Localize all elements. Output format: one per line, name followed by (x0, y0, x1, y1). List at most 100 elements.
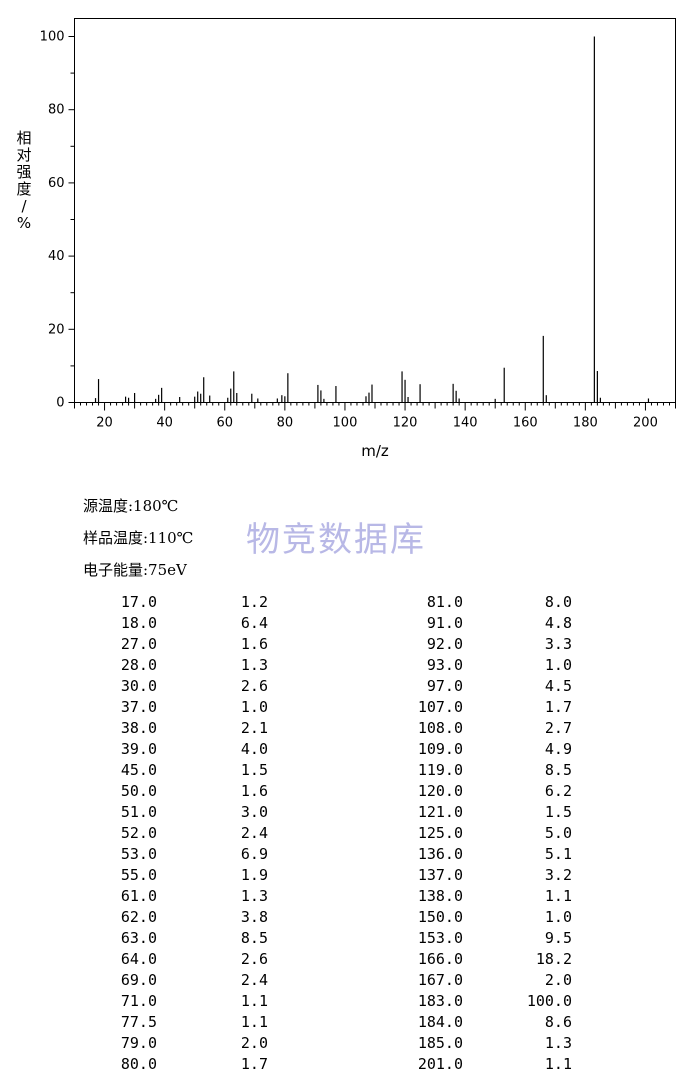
intensity-right-cell: 8.6 (544, 1013, 572, 1031)
y-tick-label: 0 (56, 396, 64, 411)
mz-left-cell: 39.0 (120, 740, 157, 758)
x-axis-title: m/z (361, 442, 389, 460)
mz-right-cell: 153.0 (417, 929, 463, 947)
y-axis-title-char: / (21, 197, 27, 215)
intensity-left-cell: 2.4 (240, 971, 268, 989)
y-axis-title-char: 强 (16, 163, 31, 181)
x-tick-label: 20 (96, 416, 113, 431)
intensity-right-cell: 5.0 (544, 824, 572, 842)
mz-left-cell: 37.0 (120, 698, 157, 716)
x-tick-label: 100 (333, 416, 358, 431)
y-tick-label: 20 (48, 322, 65, 337)
x-tick-label: 40 (156, 416, 173, 431)
y-axis: 0 20 40 60 80 100 (40, 30, 75, 411)
intensity-left-cell: 1.5 (240, 761, 268, 779)
intensity-right-cell: 1.1 (544, 887, 572, 905)
intensity-right-cell: 8.0 (544, 593, 572, 611)
y-tick-label: 80 (48, 103, 65, 118)
mz-right-cell: 183.0 (417, 992, 463, 1010)
intensity-right-cell: 4.9 (544, 740, 572, 758)
mz-left-cell: 71.0 (120, 992, 157, 1010)
mz-right-cell: 120.0 (417, 782, 463, 800)
intensity-right-cell: 2.0 (544, 971, 572, 989)
mz-right-cell: 81.0 (426, 593, 463, 611)
mz-left-cell: 69.0 (120, 971, 157, 989)
mz-left-cell: 79.0 (120, 1034, 157, 1052)
intensity-left-cell: 2.0 (240, 1034, 268, 1052)
intensity-right-cell: 18.2 (535, 950, 572, 968)
mz-right-cell: 184.0 (417, 1013, 463, 1031)
intensity-right-cell: 4.5 (544, 677, 572, 695)
mz-right-cell: 137.0 (417, 866, 463, 884)
intensity-left-cell: 6.4 (240, 614, 268, 632)
mz-right-cell: 185.0 (417, 1034, 463, 1052)
intensity-right-cell: 6.2 (544, 782, 572, 800)
intensity-right-cell: 9.5 (544, 929, 572, 947)
intensity-right-cell: 2.7 (544, 719, 572, 737)
mz-left-cell: 51.0 (120, 803, 157, 821)
mz-right-cell: 150.0 (417, 908, 463, 926)
x-tick-label: 140 (453, 416, 478, 431)
intensity-right-cell: 1.0 (544, 908, 572, 926)
watermark: 物竞数据库 (246, 520, 426, 560)
mz-right-cell: 92.0 (426, 635, 463, 653)
x-axis: 20 40 60 80 100 120 140 160 180 200 (74, 402, 676, 431)
intensity-right-cell: 3.3 (544, 635, 572, 653)
mz-left-cell: 62.0 (120, 908, 157, 926)
intensity-right-cell: 8.5 (544, 761, 572, 779)
mz-left-cell: 63.0 (120, 929, 157, 947)
mz-left-cell: 28.0 (120, 656, 157, 674)
x-tick-label: 200 (633, 416, 658, 431)
mz-right-cell: 136.0 (417, 845, 463, 863)
mz-left-cell: 61.0 (120, 887, 157, 905)
intensity-left-cell: 1.6 (240, 635, 268, 653)
mz-right-cell: 201.0 (417, 1055, 463, 1073)
y-tick-label: 60 (48, 176, 65, 191)
intensity-left-cell: 1.2 (240, 593, 268, 611)
sample-temperature: 样品温度:110℃ (83, 529, 194, 547)
mz-left-cell: 55.0 (120, 866, 157, 884)
mz-right-cell: 97.0 (426, 677, 463, 695)
intensity-left-cell: 6.9 (240, 845, 268, 863)
x-tick-label: 160 (513, 416, 538, 431)
y-tick-label: 100 (40, 30, 65, 45)
plot-frame (74, 18, 676, 403)
intensity-right-cell: 1.5 (544, 803, 572, 821)
intensity-left-cell: 3.8 (240, 908, 268, 926)
intensity-left-cell: 3.0 (240, 803, 268, 821)
mz-right-cell: 166.0 (417, 950, 463, 968)
mz-right-cell: 125.0 (417, 824, 463, 842)
intensity-left-cell: 1.0 (240, 698, 268, 716)
y-axis-title-char: 对 (16, 146, 31, 164)
intensity-left-cell: 1.3 (240, 656, 268, 674)
intensity-left-cell: 2.6 (240, 950, 268, 968)
mz-right-cell: 121.0 (417, 803, 463, 821)
mz-left-cell: 53.0 (120, 845, 157, 863)
intensity-left-cell: 1.1 (240, 992, 268, 1010)
intensity-left-cell: 8.5 (240, 929, 268, 947)
intensity-right-cell: 3.2 (544, 866, 572, 884)
mz-right-cell: 109.0 (417, 740, 463, 758)
mz-left-cell: 30.0 (120, 677, 157, 695)
intensity-left-cell: 1.9 (240, 866, 268, 884)
intensity-right-cell: 4.8 (544, 614, 572, 632)
mz-left-cell: 45.0 (120, 761, 157, 779)
intensity-left-cell: 2.1 (240, 719, 268, 737)
mz-left-cell: 52.0 (120, 824, 157, 842)
y-tick-label: 40 (48, 249, 65, 264)
mz-left-cell: 64.0 (120, 950, 157, 968)
mz-left-cell: 80.0 (120, 1055, 157, 1073)
intensity-left-cell: 4.0 (240, 740, 268, 758)
intensity-right-cell: 1.1 (544, 1055, 572, 1073)
mz-left-cell: 77.5 (120, 1013, 157, 1031)
x-tick-label: 180 (573, 416, 598, 431)
x-tick-label: 80 (277, 416, 294, 431)
mz-left-cell: 27.0 (120, 635, 157, 653)
mz-right-cell: 91.0 (426, 614, 463, 632)
y-axis-title-char: 度 (16, 180, 31, 198)
intensity-left-cell: 1.3 (240, 887, 268, 905)
mz-left-cell: 18.0 (120, 614, 157, 632)
y-axis-title-char: 相 (16, 129, 31, 147)
intensity-right-cell: 1.3 (544, 1034, 572, 1052)
